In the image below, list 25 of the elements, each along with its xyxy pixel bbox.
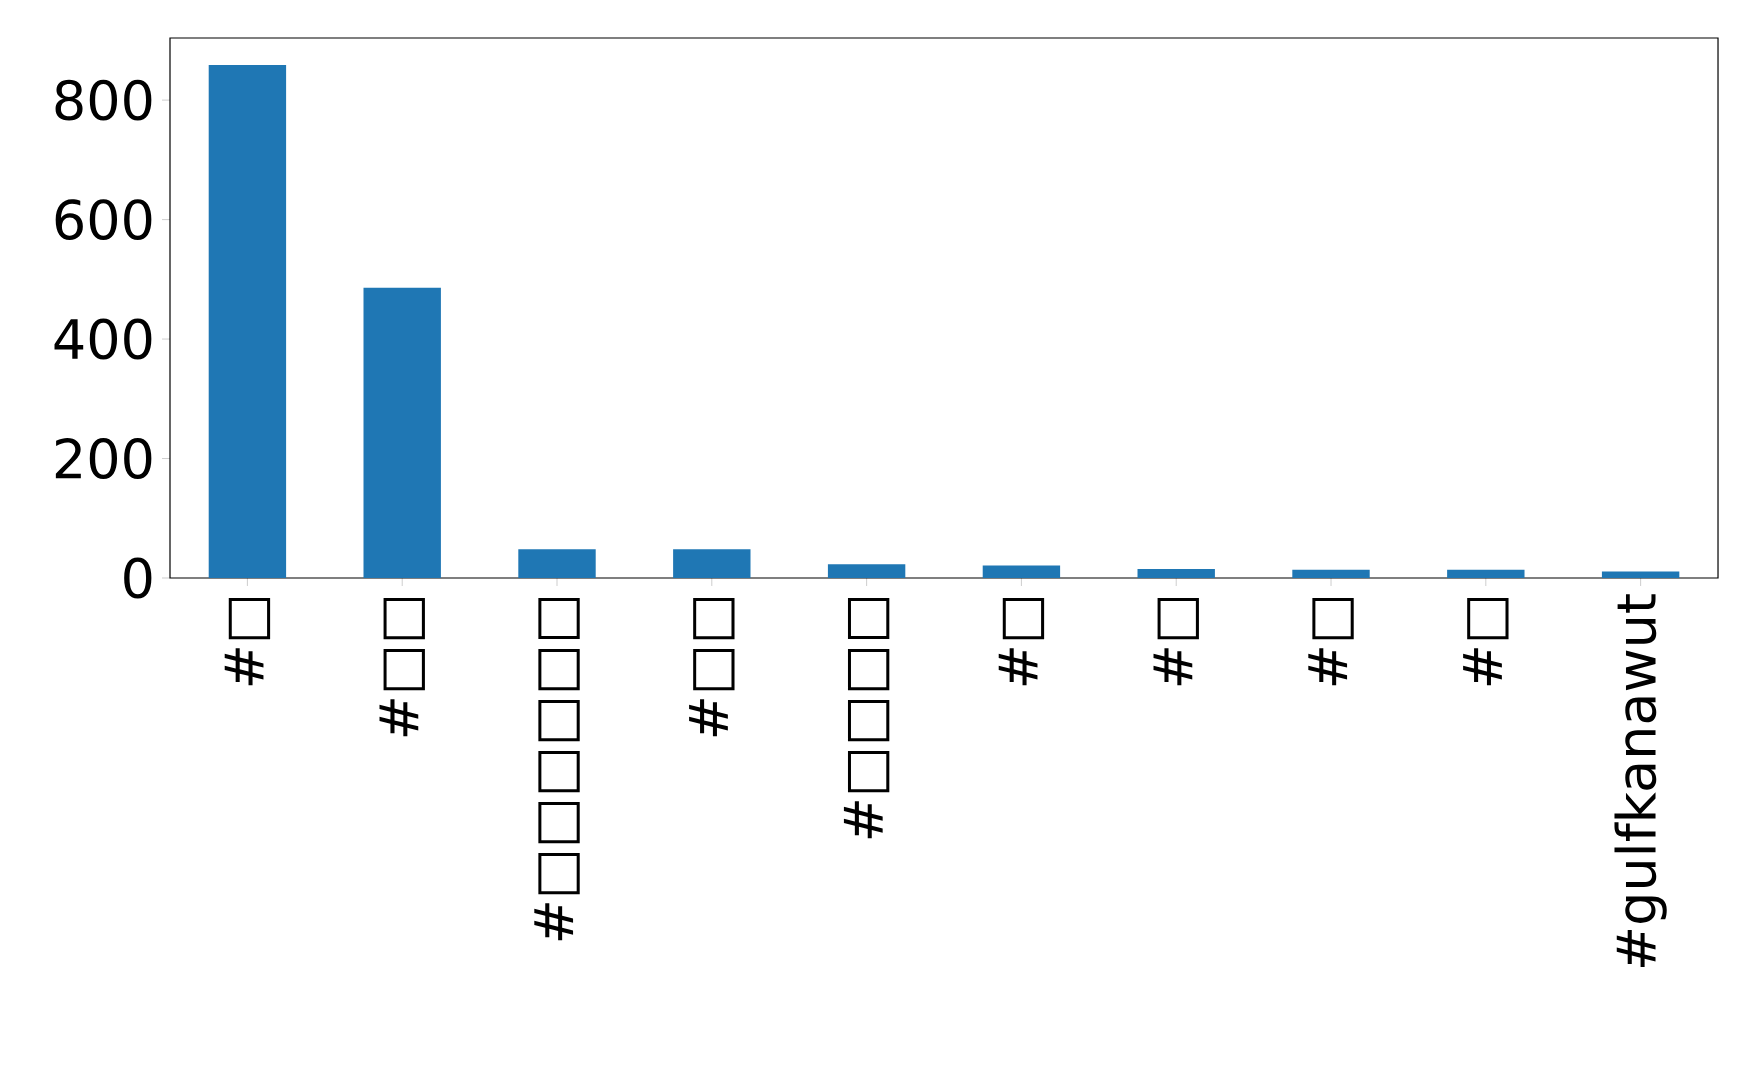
- y-tick-label: 200: [55, 438, 152, 479]
- bar: [1137, 569, 1215, 578]
- bar: [827, 564, 906, 578]
- bar: [1292, 569, 1370, 578]
- x-tick-label: #gulfkanawut: [1614, 594, 1667, 967]
- y-tick-label: 0: [124, 557, 152, 599]
- y-tick-label: 600: [55, 199, 152, 240]
- x-tick-label: #□□: [379, 597, 425, 737]
- x-tick-label: #□: [998, 597, 1045, 686]
- y-tick-label: 800: [55, 79, 152, 121]
- bar: [673, 549, 751, 578]
- bar: [1601, 571, 1680, 578]
- x-tick-label: #□□: [689, 597, 735, 737]
- x-tick-label: #□□□□□□: [534, 597, 580, 941]
- bar: [208, 64, 287, 578]
- x-tick-label: #□: [1463, 597, 1509, 686]
- bar: [518, 549, 596, 578]
- x-tick-label: #□□□□: [843, 597, 890, 839]
- x-tick-label: #□: [1308, 597, 1354, 686]
- bar: [363, 287, 441, 578]
- x-tick-label: #□: [224, 597, 271, 686]
- x-tick-label: #□: [1153, 597, 1199, 686]
- bar: [982, 565, 1061, 578]
- y-tick-label: 400: [54, 318, 152, 360]
- bar: [1447, 569, 1525, 578]
